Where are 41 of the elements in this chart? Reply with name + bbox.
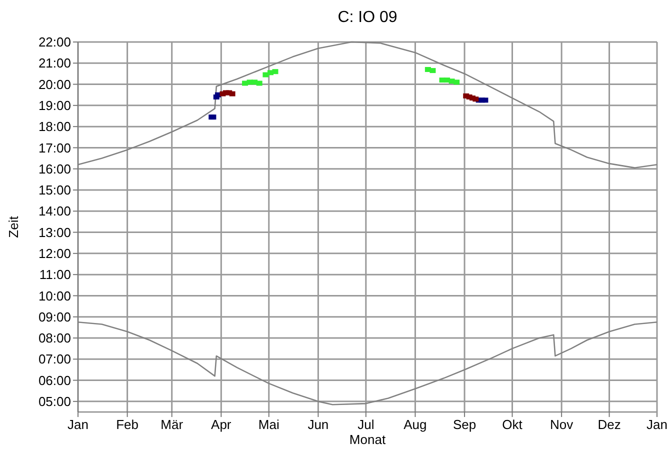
y-tick-label: 17:00 xyxy=(38,140,71,156)
x-tick-label: Aug xyxy=(404,417,427,432)
x-tick-label: Jan xyxy=(68,417,88,432)
point xyxy=(430,68,436,74)
y-tick-label: 15:00 xyxy=(38,182,71,198)
point xyxy=(472,96,479,102)
y-axis-title: Zeit xyxy=(6,216,21,238)
point xyxy=(229,91,236,96)
y-tick-label: 12:00 xyxy=(38,246,71,261)
x-axis-title: Monat xyxy=(349,432,386,447)
x-tick-label: Jun xyxy=(308,417,329,432)
point xyxy=(262,72,269,78)
x-tick-label: Mär xyxy=(160,417,184,432)
y-tick-label: 05:00 xyxy=(38,394,71,409)
y-tick-label: 09:00 xyxy=(38,309,71,324)
y-tick-label: 20:00 xyxy=(38,76,71,92)
x-tick-label: Dez xyxy=(598,417,621,432)
x-tick-label: Apr xyxy=(211,417,232,432)
x-tick-label: Nov xyxy=(550,417,574,432)
y-tick-label: 14:00 xyxy=(38,204,71,219)
point xyxy=(454,80,460,85)
y-tick-label: 10:00 xyxy=(38,288,71,304)
point xyxy=(256,80,262,86)
y-tick-label: 08:00 xyxy=(38,330,71,346)
y-tick-label: 06:00 xyxy=(38,372,71,388)
x-tick-label: Jul xyxy=(358,417,374,432)
y-tick-label: 07:00 xyxy=(38,352,71,367)
x-tick-label: Okt xyxy=(502,417,523,432)
y-tick-label: 18:00 xyxy=(38,119,71,134)
point xyxy=(482,98,488,103)
x-tick-label: Feb xyxy=(116,417,139,432)
y-tick-label: 13:00 xyxy=(38,224,71,240)
point xyxy=(272,69,278,74)
y-tick-label: 21:00 xyxy=(38,56,71,71)
y-tick-label: 19:00 xyxy=(38,98,71,113)
y-tick-label: 11:00 xyxy=(39,267,71,282)
y-tick-label: 16:00 xyxy=(38,161,71,176)
x-tick-label: Mai xyxy=(258,417,280,432)
y-tick-label: 22:00 xyxy=(38,34,71,50)
x-tick-label: Sep xyxy=(452,417,476,432)
chart-title: C: IO 09 xyxy=(338,9,398,26)
